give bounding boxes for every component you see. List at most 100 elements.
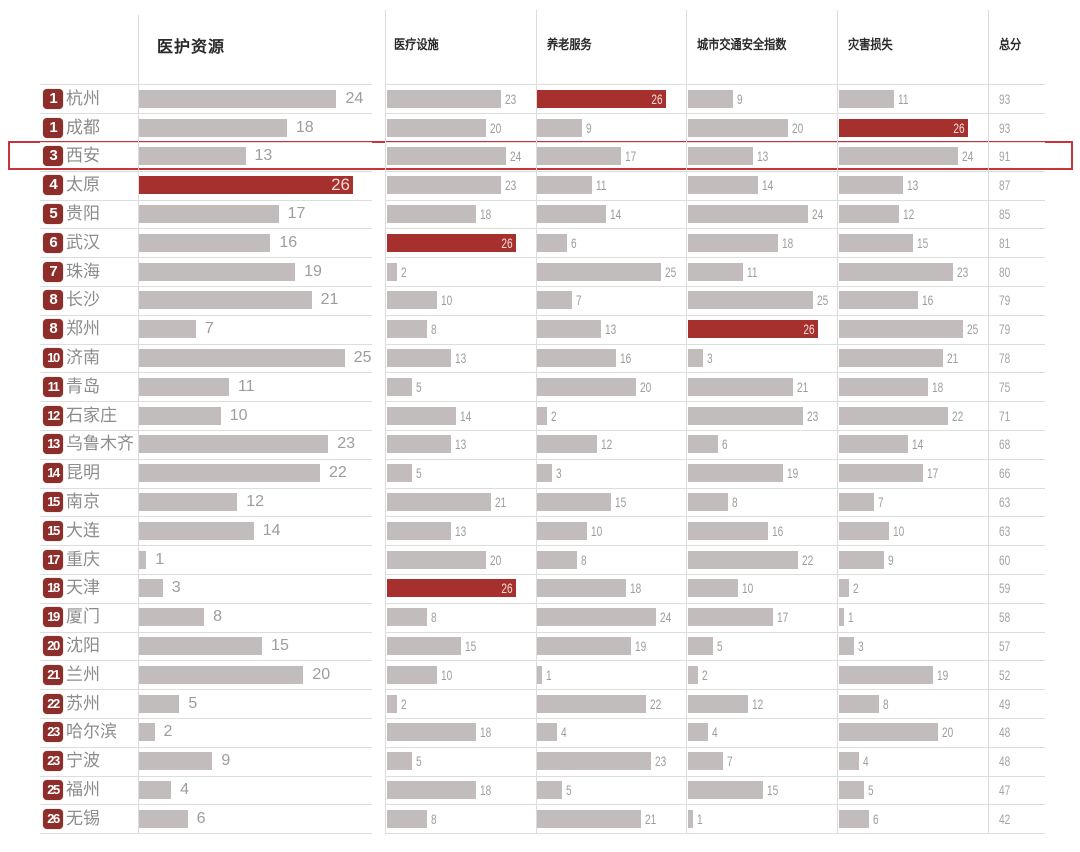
row-divider [385, 545, 1045, 547]
row-divider [385, 228, 1045, 230]
total-score: 79 [999, 292, 1011, 309]
row-divider [385, 516, 1045, 518]
city-name: 青岛 [66, 376, 100, 396]
column-header-medical-facilities: 医疗设施 [394, 37, 439, 52]
bar-value-label: 19 [635, 638, 647, 654]
row-divider [40, 429, 372, 431]
bar-value-label: 20 [312, 665, 331, 683]
bar-value-label: 24 [660, 609, 672, 626]
bar-traffic-safety [688, 694, 748, 713]
bar-traffic-safety [688, 809, 693, 828]
city-name: 武汉 [66, 232, 100, 252]
total-score: 93 [999, 90, 1011, 107]
row-divider [385, 199, 1045, 201]
bar-medical-resources [138, 435, 329, 454]
bar-disaster-loss [839, 521, 889, 540]
bar-value-label: 2 [400, 263, 407, 280]
bar-value-label: 23 [655, 753, 667, 770]
bar-value-label: 1 [545, 666, 552, 683]
city-name: 珠海 [66, 261, 100, 281]
row-divider [40, 804, 372, 806]
bar-value-label: 11 [595, 177, 607, 194]
bar-medical-facilities: 26 [387, 579, 516, 598]
bar-medical-facilities [387, 349, 452, 367]
total-score: 75 [999, 378, 1011, 395]
bar-value-label: 18 [295, 118, 314, 136]
bar-elderly-care [537, 579, 627, 598]
city-name: 无锡 [66, 808, 100, 828]
bar-value-label: 10 [590, 522, 602, 539]
bar-value-label: 2 [702, 666, 708, 683]
bar-medical-resources [138, 809, 188, 828]
rank-badge: 6 [43, 232, 63, 253]
bar-disaster-loss [839, 493, 874, 511]
bar-medical-facilities [387, 377, 412, 396]
bar-value-label: 8 [882, 695, 889, 712]
row-divider [40, 833, 372, 835]
rank-badge: 12 [43, 405, 63, 426]
bar-disaster-loss [839, 665, 934, 684]
bar-value-label: 11 [747, 263, 758, 280]
bar-disaster-loss [839, 637, 854, 655]
bar-medical-facilities [387, 694, 397, 713]
bar-value-label: 10 [742, 580, 754, 597]
bar-disaster-loss [839, 262, 954, 281]
row-divider [40, 689, 372, 691]
bar-value-label: 5 [565, 782, 572, 798]
bar-elderly-care [537, 233, 567, 252]
bar-traffic-safety [688, 176, 758, 195]
city-name: 昆明 [66, 463, 100, 483]
bar-value-label: 3 [555, 465, 562, 482]
bar-medical-facilities [387, 262, 397, 281]
bar-medical-resources [138, 320, 196, 339]
bar-value-label: 3 [857, 638, 864, 654]
row-divider [40, 660, 372, 662]
row-divider [40, 602, 372, 604]
bar-medical-resources [138, 665, 304, 684]
bar-disaster-loss [839, 176, 904, 195]
bar-value-label: 9 [737, 90, 743, 107]
rank-badge: 15 [43, 520, 63, 541]
row-divider [385, 285, 1045, 287]
bar-value-label: 15 [615, 494, 627, 510]
column-divider [138, 15, 139, 834]
row-divider [385, 343, 1045, 345]
bar-value-label: 9 [585, 119, 592, 136]
bar-disaster-loss [839, 349, 944, 367]
city-name: 贵阳 [66, 204, 100, 223]
bar-value-label: 24 [962, 148, 974, 165]
row-divider [40, 516, 372, 518]
bar-medical-resources [138, 694, 180, 713]
bar-elderly-care [537, 781, 562, 799]
bar-value-label: 11 [237, 377, 255, 395]
bar-medical-facilities [387, 665, 437, 684]
bar-value-label: 17 [777, 609, 789, 626]
row-divider [385, 689, 1045, 691]
rank-badge: 20 [43, 636, 63, 656]
bar-medical-resources [138, 752, 213, 771]
rank-badge: 15 [43, 492, 63, 512]
bar-medical-resources [138, 233, 271, 252]
bar-medical-resources [138, 118, 287, 137]
row-divider [40, 228, 372, 230]
row-divider [385, 717, 1045, 719]
total-score: 47 [999, 782, 1011, 798]
rank-badge: 8 [43, 319, 63, 340]
bar-value-label: 18 [480, 782, 492, 798]
bar-medical-resources [138, 608, 205, 627]
bar-value-label: 2 [852, 580, 859, 597]
bar-value-label: 19 [304, 262, 322, 280]
bar-traffic-safety [688, 233, 778, 252]
bar-elderly-care [537, 694, 647, 713]
bar-medical-facilities [387, 205, 477, 223]
bar-value-label: 11 [897, 90, 909, 107]
bar-value-label: 17 [287, 205, 306, 222]
bar-elderly-care [537, 349, 617, 367]
total-score: 48 [999, 724, 1011, 741]
bar-traffic-safety [688, 205, 808, 223]
bar-disaster-loss [839, 205, 899, 223]
bar-disaster-loss [839, 233, 914, 252]
bar-value-label: 10 [440, 292, 452, 309]
bar-elderly-care [537, 809, 642, 828]
bar-value-label: 26 [501, 580, 513, 597]
